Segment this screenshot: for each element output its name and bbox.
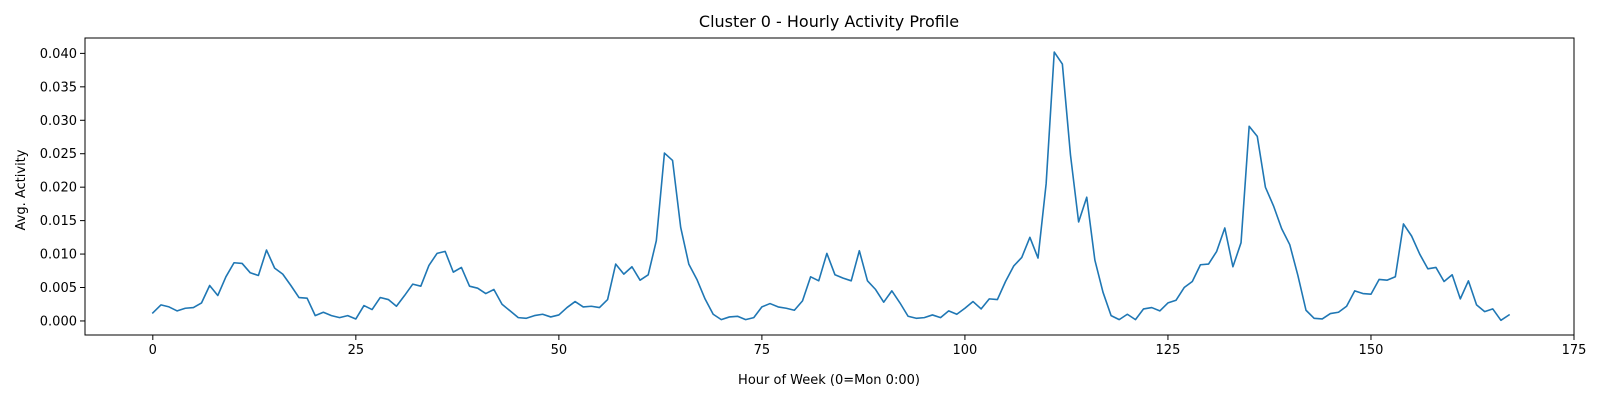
x-tick-label: 100 [953, 343, 978, 358]
x-tick-label: 0 [149, 343, 157, 358]
y-tick-label: 0.015 [40, 214, 77, 229]
y-axis-title: Avg. Activity [14, 149, 29, 230]
x-tick-label: 150 [1359, 343, 1384, 358]
y-tick-label: 0.020 [40, 181, 77, 196]
y-tick-label: 0.030 [40, 114, 77, 129]
y-tick-label: 0.000 [40, 314, 77, 329]
y-tick-label: 0.005 [40, 281, 77, 296]
x-tick-label: 75 [754, 343, 771, 358]
axes-frame [84, 37, 1575, 336]
chart-title: Cluster 0 - Hourly Activity Profile [699, 12, 959, 31]
x-tick-label: 50 [551, 343, 568, 358]
x-tick-label: 25 [348, 343, 365, 358]
y-tick-label: 0.035 [40, 80, 77, 95]
y-tick-label: 0.025 [40, 147, 77, 162]
x-axis-title: Hour of Week (0=Mon 0:00) [738, 373, 920, 388]
x-tick-label: 125 [1156, 343, 1181, 358]
plot-area: 0 25 50 75 100 125 150 175 0.000 0.005 0.010 0.015 0… [40, 37, 1587, 358]
y-tick-label: 0.010 [40, 248, 77, 263]
x-tick-label: 175 [1562, 343, 1587, 358]
data-series-line [151, 51, 1511, 322]
y-tick-label: 0.040 [40, 47, 77, 62]
